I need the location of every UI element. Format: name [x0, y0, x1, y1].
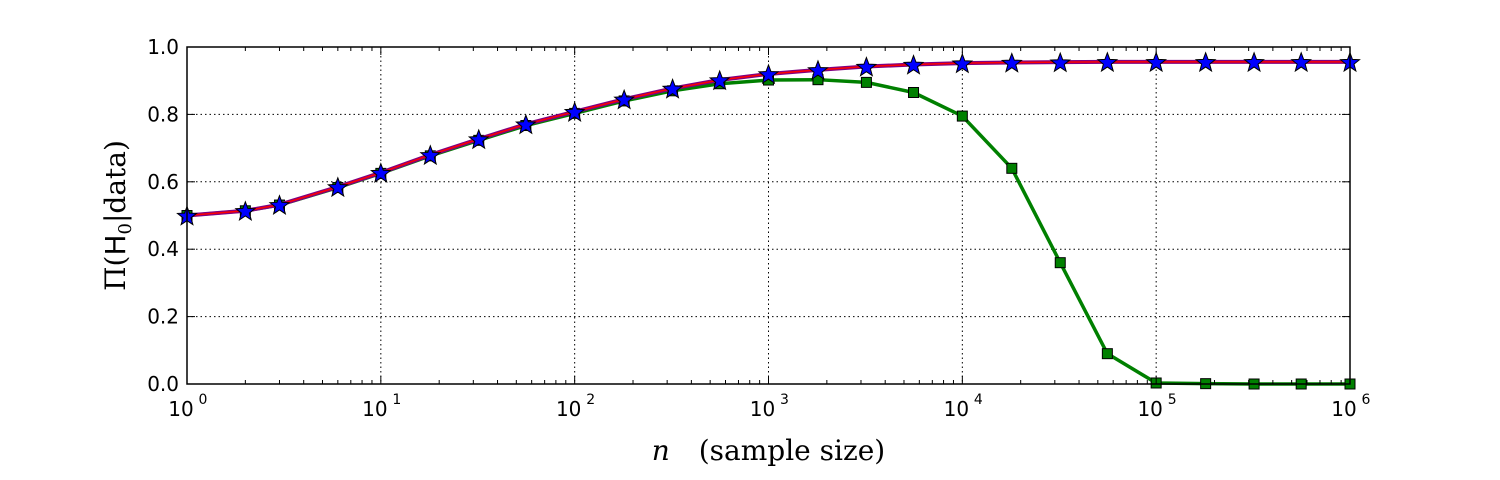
y-tick-label: 0.6 — [147, 170, 179, 194]
x-tick-exponent: 3 — [780, 392, 789, 408]
blue-star-marker — [1145, 51, 1168, 73]
y-axis-post: |data) — [99, 140, 132, 223]
x-tick-label: 10 — [556, 397, 581, 421]
y-axis-pre: Π( — [99, 256, 132, 291]
y-tick-label: 1.0 — [147, 35, 179, 59]
y-tick-label: 0.0 — [147, 372, 179, 396]
y-tick-label: 0.4 — [147, 237, 179, 261]
green-square-marker — [1006, 162, 1018, 174]
blue-star-marker — [708, 69, 731, 91]
blue-star-marker — [951, 52, 974, 74]
x-axis-text: (sample size) — [699, 434, 885, 467]
blue-star-marker — [1194, 51, 1217, 73]
green-square-marker — [1101, 348, 1113, 360]
blue-star-marker — [1243, 51, 1265, 73]
x-tick-label: 10 — [1137, 397, 1162, 421]
tick-labels: 10 0 10 1 10 2 10 3 10 4 10 5 10 6 0.0 0.2 0.4 0.6 0.8 1.0 — [147, 35, 1370, 421]
blue-star-marker — [419, 144, 442, 166]
series-layer — [176, 51, 1361, 390]
blue-star-marker — [807, 59, 829, 81]
x-tick-label: 10 — [168, 397, 193, 421]
x-tick-label: 10 — [944, 397, 969, 421]
x-tick-exponent: 2 — [586, 392, 595, 408]
blue-star-marker — [1049, 51, 1072, 73]
x-tick-exponent: 5 — [1168, 392, 1177, 408]
x-tick-exponent: 4 — [974, 392, 983, 408]
blue-star-marker — [1290, 51, 1313, 73]
blue-star-marker — [268, 194, 291, 215]
blue-star-marker — [563, 101, 586, 122]
x-tick-exponent: 6 — [1362, 392, 1371, 408]
blue-star-marker — [613, 88, 636, 110]
blue-star-marker — [369, 162, 392, 183]
blue-star-marker — [1096, 51, 1119, 73]
blue-star-marker — [661, 78, 684, 99]
y-axis-title: Π(H0|data) — [99, 140, 136, 291]
grid — [186, 46, 1351, 385]
blue-star-marker — [467, 128, 490, 150]
ticks — [186, 46, 1351, 385]
y-tick-label: 0.2 — [147, 305, 179, 329]
blue-star-marker — [1000, 52, 1023, 73]
green-square-marker — [1054, 257, 1066, 269]
blue-star-marker — [855, 56, 878, 77]
x-tick-label: 10 — [362, 397, 387, 421]
green-square-marker — [860, 76, 872, 88]
blue-star-marker — [326, 176, 349, 198]
green-square-marker — [908, 86, 920, 98]
x-tick-exponent: 0 — [199, 392, 208, 408]
y-axis-sub: 0 — [115, 223, 136, 234]
blue-star-marker — [514, 113, 537, 135]
blue-star-marker — [234, 200, 257, 222]
x-tick-label: 10 — [1331, 397, 1356, 421]
x-tick-exponent: 1 — [392, 392, 401, 408]
x-tick-label: 10 — [750, 397, 775, 421]
blue-star-marker — [902, 54, 925, 75]
green-square-marker — [956, 110, 968, 122]
y-tick-label: 0.8 — [147, 102, 179, 126]
blue-star-marker — [757, 63, 780, 85]
y-axis-h: H — [99, 234, 132, 255]
x-axis-title: n (sample size) — [652, 434, 885, 467]
x-axis-var: n — [652, 434, 670, 467]
